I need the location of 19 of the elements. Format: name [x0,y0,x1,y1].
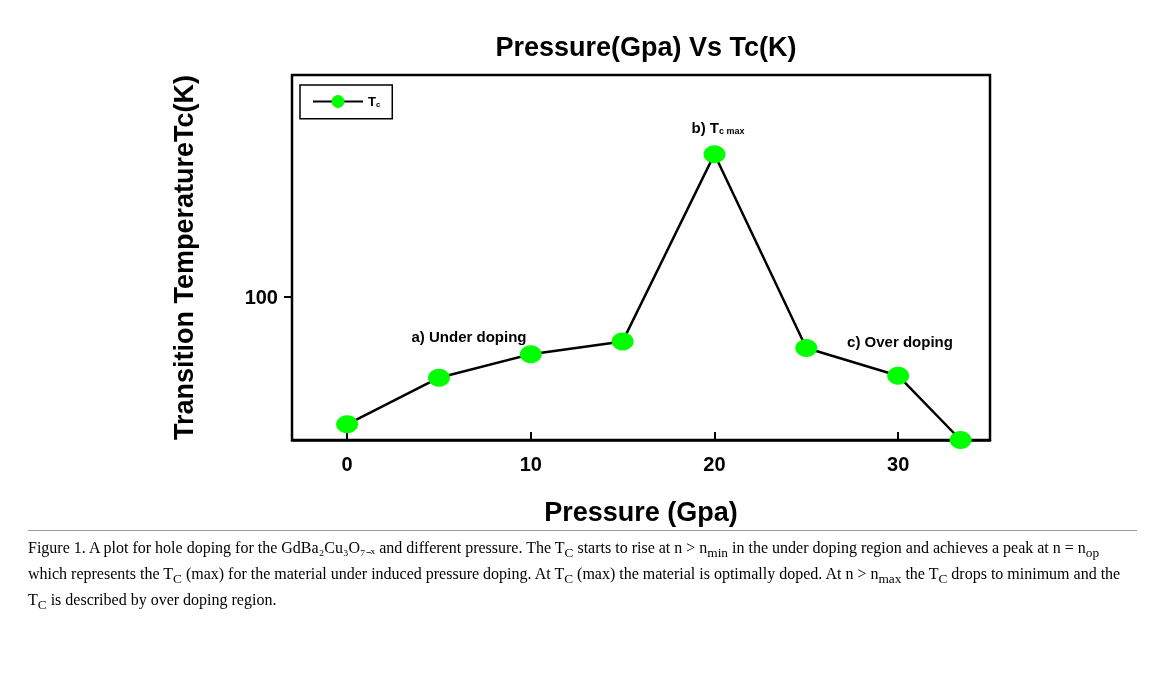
point [949,431,972,449]
x-tick-label: 20 [703,453,726,475]
point [427,368,450,387]
annotation: c) Over doping [847,332,953,350]
y-axis-title: Transition TemperatureTc(K) [168,74,199,441]
x-axis-title: Pressure (Gpa) [544,496,738,527]
text: 100 [244,286,278,308]
point [795,338,818,357]
chart-title: Pressure(Gpa) Vs Tc(K) [495,31,797,62]
text: Figure 1. A plot for hole doping for the GdBa₂Cu₃O₇₋ₓ and different pressure. The T$_{C}$ starts to rise at n > n$_{min}$ in the under doping region and achieves a peak at n = n$_{op}$ which represents the T$_{C}$ (max) for the material under induced pressure doping. At T$_{C}$ (max) the material is optimally doped. At n > n$_{max}$ the T$_{C}$ drops to minimum and the T$_{C}$ is described by over doping region. [28,539,1121,613]
point [887,366,910,385]
x-tick-label: 10 [519,453,542,475]
point [519,345,542,364]
annotation: a) Under doping [411,327,527,345]
x-tick-label: 0 [341,453,353,475]
point [703,145,726,164]
point [611,332,634,351]
x-tick-label: 30 [887,453,910,475]
point [336,415,359,434]
